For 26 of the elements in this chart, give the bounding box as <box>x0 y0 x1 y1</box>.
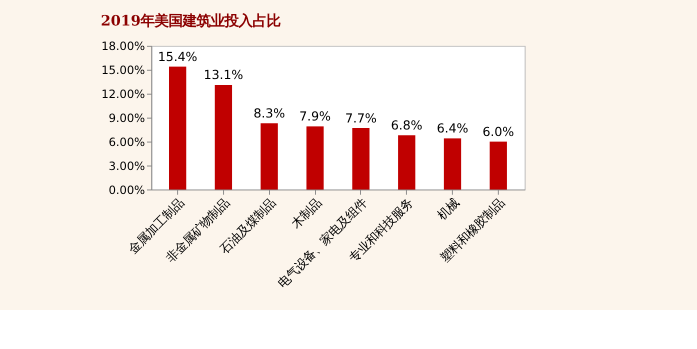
data-label: 13.1% <box>204 67 244 82</box>
bar <box>490 142 507 190</box>
bar <box>398 135 416 190</box>
data-label: 6.8% <box>390 117 423 132</box>
y-tick-label: 9.00% <box>108 110 146 125</box>
data-label: 6.0% <box>482 124 514 139</box>
x-tick-label: 木制品 <box>288 194 324 231</box>
bar <box>306 126 324 190</box>
y-tick-label: 3.00% <box>108 158 146 173</box>
bar <box>444 138 462 190</box>
data-label: 8.3% <box>253 106 286 120</box>
chart-title: 2019年美国建筑业投入占比 <box>100 12 281 30</box>
bar <box>352 128 370 190</box>
y-tick-label: 12.00% <box>101 87 146 102</box>
y-tick-label: 18.00% <box>101 39 146 54</box>
bar <box>214 84 232 190</box>
x-tick-label: 机械 <box>434 194 462 223</box>
y-tick-label: 6.00% <box>108 134 146 149</box>
y-tick-label: 0.00% <box>108 182 146 197</box>
bar <box>169 66 186 190</box>
y-tick-label: 15.00% <box>101 63 146 78</box>
data-label: 15.4% <box>158 48 198 64</box>
data-label: 7.7% <box>345 110 377 126</box>
data-label: 7.9% <box>299 108 332 124</box>
bar <box>260 123 278 190</box>
data-label: 6.4% <box>436 120 468 136</box>
